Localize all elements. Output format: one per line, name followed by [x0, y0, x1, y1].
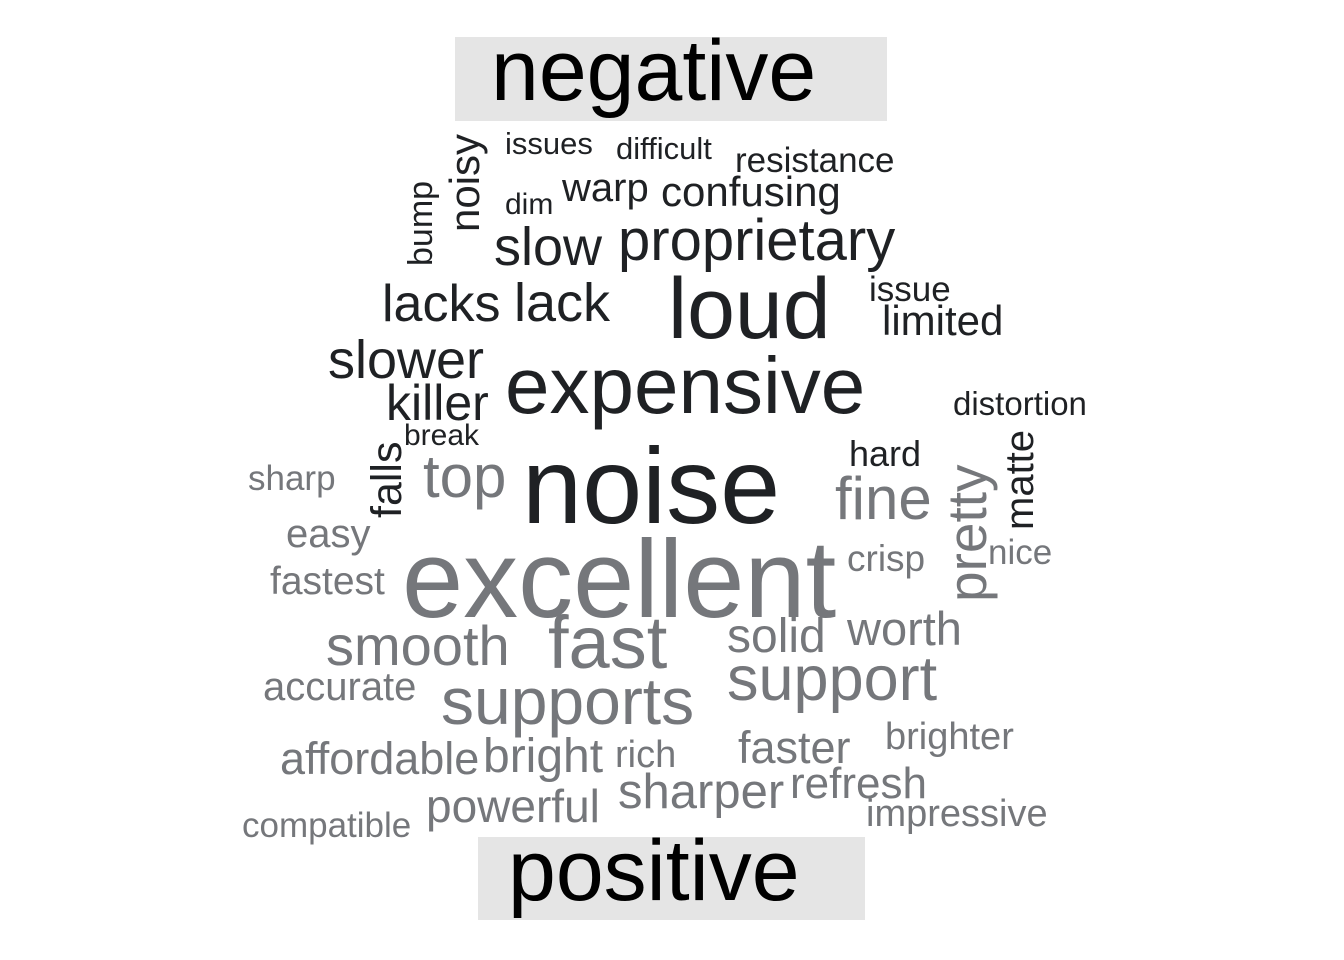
- word-sharper: sharper: [618, 765, 785, 819]
- word-nice: nice: [988, 533, 1053, 572]
- word-crisp: crisp: [847, 538, 926, 579]
- word-issues: issues: [505, 126, 593, 161]
- word-dim: dim: [505, 188, 554, 221]
- word-hard: hard: [849, 433, 922, 474]
- word-issue: issue: [869, 270, 951, 309]
- word-compatible: compatible: [242, 806, 412, 845]
- negative-section-label: negative: [491, 23, 817, 119]
- word-brighter: brighter: [885, 716, 1014, 758]
- word-support: support: [727, 644, 938, 714]
- word-bright: bright: [483, 730, 604, 783]
- word-break: break: [404, 419, 480, 452]
- word-expensive: expensive: [505, 341, 866, 430]
- word-easy: easy: [286, 512, 371, 556]
- word-difficult: difficult: [616, 131, 712, 166]
- word-bump: bump: [402, 180, 440, 266]
- word-faster: faster: [738, 722, 851, 773]
- word-refresh: refresh: [790, 759, 927, 808]
- word-affordable: affordable: [280, 733, 480, 784]
- positive-label-box: [478, 837, 865, 920]
- word-fine: fine: [835, 465, 932, 532]
- word-falls: falls: [363, 441, 411, 518]
- word-powerful: powerful: [426, 780, 600, 832]
- word-lack: lack: [514, 273, 611, 333]
- word-limited: limited: [882, 297, 1004, 344]
- word-fast: fast: [548, 601, 668, 684]
- word-loud: loud: [668, 261, 831, 357]
- negative-label-box: [455, 37, 887, 121]
- word-sharp: sharp: [248, 459, 336, 498]
- word-impressive: impressive: [866, 793, 1048, 835]
- word-worth: worth: [847, 602, 962, 655]
- word-supports: supports: [441, 664, 695, 738]
- word-pretty: pretty: [936, 464, 998, 602]
- word-matte: matte: [998, 429, 1042, 530]
- word-fastest: fastest: [270, 560, 385, 603]
- word-confusing: confusing: [661, 168, 841, 215]
- word-top: top: [423, 443, 507, 510]
- word-smooth: smooth: [326, 614, 510, 677]
- word-noise: noise: [522, 425, 781, 546]
- positive-section-label: positive: [508, 823, 800, 919]
- word-proprietary: proprietary: [618, 208, 896, 273]
- word-warp: warp: [562, 166, 649, 210]
- word-accurate: accurate: [263, 665, 417, 709]
- word-resistance: resistance: [735, 141, 895, 180]
- word-distortion: distortion: [953, 385, 1087, 422]
- word-excellent: excellent: [402, 518, 837, 641]
- word-rich: rich: [615, 734, 677, 776]
- word-killer: killer: [386, 375, 489, 431]
- word-slow: slow: [494, 217, 603, 277]
- word-solid: solid: [727, 610, 826, 663]
- word-noisy: noisy: [441, 133, 488, 232]
- word-lacks: lacks: [382, 275, 501, 333]
- word-slower: slower: [328, 330, 485, 390]
